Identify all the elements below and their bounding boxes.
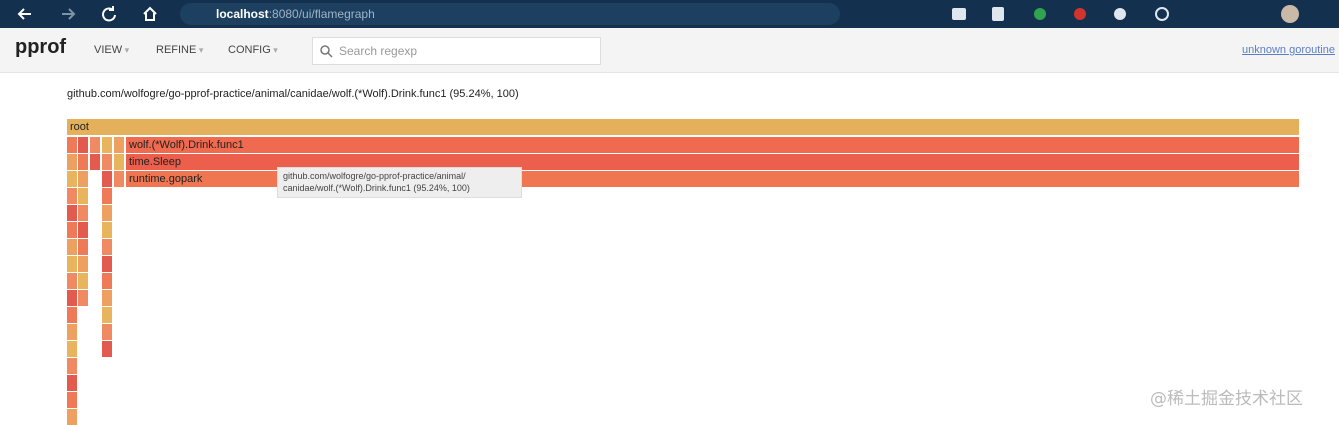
frame-block[interactable] (90, 154, 100, 170)
frame-block[interactable] (78, 205, 88, 221)
frame-block[interactable] (102, 307, 112, 323)
extension-icons (952, 5, 1299, 23)
frame-block[interactable] (67, 154, 77, 170)
tooltip-line: canidae/wolf.(*Wolf).Drink.func1 (95.24%… (283, 183, 470, 193)
watermark: @稀土掘金技术社区 (1150, 389, 1303, 409)
search-icon (320, 45, 333, 58)
url-path: :8080/ui/flamegraph (268, 7, 375, 21)
frame-block[interactable] (102, 188, 112, 204)
frame[interactable]: time.Sleep (126, 154, 1299, 170)
frame-block[interactable] (102, 239, 112, 255)
frame-block[interactable] (78, 256, 88, 272)
frame-block[interactable] (102, 171, 112, 187)
frame-block[interactable] (102, 341, 112, 357)
frame-block[interactable] (78, 273, 88, 289)
frame-block[interactable] (114, 137, 124, 153)
tooltip-line: github.com/wolfogre/go-pprof-practice/an… (283, 171, 466, 181)
frame-block[interactable] (102, 137, 112, 153)
frame-block[interactable] (102, 222, 112, 238)
frame-block[interactable] (67, 341, 77, 357)
frame-block[interactable] (67, 409, 77, 425)
search-input[interactable]: Search regexp (312, 37, 601, 65)
goroutine-link[interactable]: unknown goroutine (1242, 44, 1335, 56)
pprof-header (0, 28, 1339, 73)
frame-block[interactable] (102, 290, 112, 306)
nav-icons (17, 6, 157, 22)
frame-block[interactable] (78, 239, 88, 255)
frame-block[interactable] (78, 171, 88, 187)
frame-block[interactable] (67, 392, 77, 408)
url-host: localhost (216, 7, 269, 21)
frame[interactable]: wolf.(*Wolf).Drink.func1 (126, 137, 1299, 153)
frame-root[interactable]: root (67, 119, 1299, 135)
frame-block[interactable] (67, 358, 77, 374)
frame-block[interactable] (67, 239, 77, 255)
frame-block[interactable] (102, 154, 112, 170)
frame-block[interactable] (67, 290, 77, 306)
frame-block[interactable] (67, 137, 77, 153)
frame-block[interactable] (67, 222, 77, 238)
frame-block[interactable] (67, 307, 77, 323)
frame-block[interactable] (67, 256, 77, 272)
frame-block[interactable] (67, 171, 77, 187)
frame-block[interactable] (78, 290, 88, 306)
frame-block[interactable] (114, 171, 124, 187)
frame-block[interactable] (102, 205, 112, 221)
frame-block[interactable] (102, 256, 112, 272)
frame-block[interactable] (78, 137, 88, 153)
frame-block[interactable] (67, 324, 77, 340)
frame-block[interactable] (67, 273, 77, 289)
frame-block[interactable] (67, 205, 77, 221)
logo: pprof (15, 36, 67, 58)
menu-config[interactable]: CONFIG (228, 44, 278, 56)
frame-block[interactable] (102, 324, 112, 340)
tooltip: github.com/wolfogre/go-pprof-practice/an… (277, 167, 522, 198)
menu-view[interactable]: VIEW (94, 44, 129, 56)
menu-refine[interactable]: REFINE (156, 44, 203, 56)
address-bar[interactable]: localhost:8080/ui/flamegraph (180, 3, 840, 25)
frame-block[interactable] (90, 137, 100, 153)
browser-toolbar: localhost:8080/ui/flamegraph (0, 0, 1339, 28)
frame-block[interactable] (78, 188, 88, 204)
search-placeholder: Search regexp (339, 44, 418, 58)
frame-block[interactable] (78, 222, 88, 238)
frame-block[interactable] (102, 273, 112, 289)
frame-block[interactable] (67, 188, 77, 204)
frame-block[interactable] (67, 375, 77, 391)
frame-block[interactable] (78, 154, 88, 170)
flamegraph-title: github.com/wolfogre/go-pprof-practice/an… (67, 88, 519, 100)
frame-block[interactable] (114, 154, 124, 170)
